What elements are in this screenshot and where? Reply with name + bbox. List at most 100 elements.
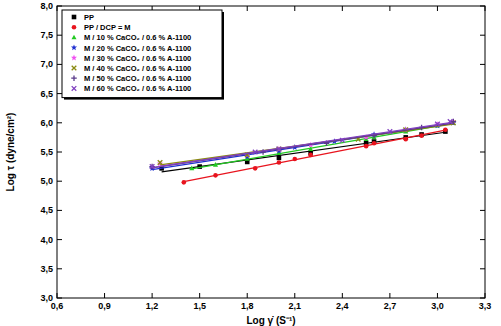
- y-tick: [480, 268, 485, 269]
- x-tick: [437, 6, 438, 11]
- y-tick: [480, 298, 485, 299]
- legend-marker: [72, 86, 77, 91]
- y-tick: [57, 122, 62, 123]
- series: [149, 119, 456, 169]
- y-tick: [57, 239, 62, 240]
- y-tick: [57, 268, 62, 269]
- point: [213, 173, 218, 178]
- y-tick: [480, 210, 485, 211]
- x-tick: [57, 293, 58, 298]
- legend-marker: [71, 44, 77, 50]
- y-tick: [480, 35, 485, 36]
- point: [189, 166, 194, 171]
- point: [340, 138, 345, 143]
- point: [448, 119, 453, 124]
- y-tick: [57, 93, 62, 94]
- y-tick: [480, 122, 485, 123]
- point: [213, 162, 218, 167]
- y-tick-label: 3,5: [40, 264, 53, 274]
- point: [277, 147, 282, 152]
- fit-line: [152, 122, 450, 167]
- x-tick: [485, 6, 486, 11]
- point: [364, 144, 369, 149]
- legend-label: M / 40 % CaCO₂ / 0.6 % A-1100: [84, 64, 191, 73]
- x-tick-label: 3,0: [431, 301, 444, 311]
- legend-label: M / 50 % CaCO₂ / 0.6 % A-1100: [84, 74, 191, 83]
- point: [277, 156, 282, 161]
- y-tick: [57, 64, 62, 65]
- legend-label: PP / DCP = M: [84, 23, 131, 32]
- point: [443, 128, 448, 133]
- legend: PPPP / DCP = MM / 10 % CaCO₂ / 0.6 % A-1…: [62, 10, 224, 100]
- y-tick: [57, 181, 62, 182]
- series: [150, 119, 453, 169]
- y-axis-title: Log τ (dyne/cm²): [5, 113, 16, 192]
- legend-label: M / 60 % CaCO₂ / 0.6 % A-1100: [84, 84, 191, 93]
- point: [157, 160, 163, 166]
- point: [308, 146, 313, 151]
- x-tick: [199, 293, 200, 298]
- x-tick: [342, 293, 343, 298]
- y-tick: [57, 298, 62, 299]
- y-tick-label: 6,5: [40, 89, 53, 99]
- x-tick: [247, 293, 248, 298]
- y-tick-label: 5,0: [40, 176, 53, 186]
- point: [403, 137, 408, 142]
- fit-line: [152, 123, 453, 168]
- y-tick: [57, 35, 62, 36]
- y-tick: [480, 239, 485, 240]
- plot-area: [149, 118, 456, 184]
- y-tick: [480, 181, 485, 182]
- x-tick: [294, 6, 295, 11]
- point: [388, 129, 393, 134]
- y-tick-label: 8,0: [40, 1, 53, 11]
- y-tick-label: 4,5: [40, 205, 53, 215]
- x-tick: [104, 293, 105, 298]
- point: [419, 133, 424, 138]
- x-tick: [389, 293, 390, 298]
- x-tick-label: 1,2: [146, 301, 159, 311]
- x-tick: [342, 6, 343, 11]
- y-tick: [57, 152, 62, 153]
- x-tick-label: 1,5: [193, 301, 206, 311]
- legend-marker: [72, 15, 77, 20]
- y-tick: [57, 210, 62, 211]
- y-tick-label: 3,0: [40, 293, 53, 303]
- x-tick-label: 1,8: [241, 301, 254, 311]
- x-tick-label: 3,3: [479, 301, 492, 311]
- x-tick: [247, 6, 248, 11]
- point: [292, 157, 297, 162]
- x-tick-label: 2,7: [384, 301, 397, 311]
- point: [150, 164, 155, 169]
- series: [159, 129, 447, 172]
- y-tick-label: 5,5: [40, 147, 53, 157]
- x-tick: [152, 293, 153, 298]
- y-tick-label: 4,0: [40, 235, 53, 245]
- legend-marker: [71, 35, 76, 40]
- y-tick: [57, 6, 62, 7]
- point: [308, 153, 313, 158]
- x-tick: [57, 6, 58, 11]
- y-tick-label: 7,0: [40, 59, 53, 69]
- x-tick: [485, 293, 486, 298]
- x-tick-label: 2,1: [289, 301, 302, 311]
- point: [158, 160, 163, 165]
- x-tick-label: 2,4: [336, 301, 349, 311]
- legend-label: M / 20 % CaCO₂ / 0.6 % A-1100: [84, 44, 191, 53]
- point: [182, 180, 187, 185]
- point: [372, 141, 377, 146]
- y-tick: [480, 152, 485, 153]
- y-tick-label: 6,0: [40, 118, 53, 128]
- legend-marker: [72, 25, 77, 30]
- x-tick-label: 0,9: [98, 301, 111, 311]
- legend-marker: [71, 55, 77, 61]
- y-tick-label: 7,5: [40, 30, 53, 40]
- fit-line: [152, 123, 453, 170]
- legend-label: PP: [84, 13, 94, 22]
- point: [277, 160, 282, 165]
- legend-label: M / 10 % CaCO₂ / 0.6 % A-1100: [84, 33, 191, 42]
- chart: 0,60,91,21,51,82,12,42,73,03,33,03,54,04…: [0, 0, 501, 326]
- x-tick: [389, 6, 390, 11]
- x-tick: [437, 293, 438, 298]
- series: [149, 120, 456, 171]
